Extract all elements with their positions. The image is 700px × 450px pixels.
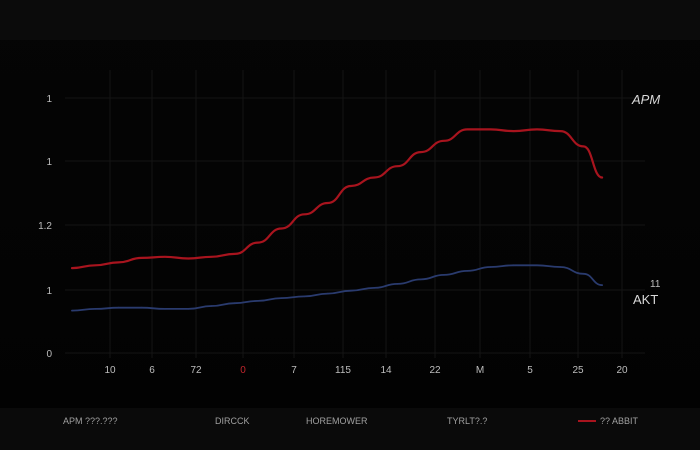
series-point-apm xyxy=(164,255,166,258)
series-point-akt xyxy=(373,287,376,289)
series-point-apm xyxy=(373,176,376,179)
series-point-akt xyxy=(512,264,515,267)
series-point-apm xyxy=(443,139,445,142)
series-point-akt xyxy=(466,270,469,272)
series-point-apm xyxy=(233,253,236,255)
series-point-akt xyxy=(140,306,143,309)
legend-entry: APM ???.??? xyxy=(63,416,118,426)
legend-band xyxy=(0,408,700,450)
legend-entry: TYRLT?.? xyxy=(447,416,487,426)
x-tick-label: 5 xyxy=(527,365,533,376)
legend-entry: ?? ABBIT xyxy=(600,416,639,426)
series-point-akt xyxy=(419,278,422,281)
series-point-akt xyxy=(210,305,213,307)
y-tick-label: 1 xyxy=(46,286,52,297)
series-point-akt xyxy=(280,297,283,299)
series-point-apm xyxy=(187,257,190,260)
series-point-apm xyxy=(350,185,352,187)
series-point-akt xyxy=(443,274,445,276)
series-point-akt xyxy=(164,308,166,310)
series-line-apm xyxy=(70,128,604,270)
series-line-akt xyxy=(71,264,603,312)
series-point-apm xyxy=(419,151,422,154)
series-point-apm xyxy=(601,176,603,179)
series-point-apm xyxy=(326,202,329,204)
series-point-akt xyxy=(601,284,603,286)
series-point-akt xyxy=(559,266,562,268)
x-tick-label: M xyxy=(476,365,484,376)
y-tick-label: 1 xyxy=(46,94,52,105)
series-point-akt xyxy=(326,292,329,295)
x-axis-ticks: 10 6 72 0 7 115 14 22 M 5 25 20 xyxy=(104,365,628,376)
series-point-apm xyxy=(71,267,73,269)
series-point-apm xyxy=(466,128,469,131)
series-point-apm xyxy=(396,165,399,168)
x-tick-label: 25 xyxy=(572,365,584,376)
series-point-akt xyxy=(303,295,306,298)
series-label-akt: AKT xyxy=(633,292,658,307)
series-point-apm xyxy=(489,128,492,131)
series-label-apm: APM xyxy=(631,92,660,107)
top-band xyxy=(0,0,700,40)
series-point-apm xyxy=(303,213,306,216)
series-point-apm xyxy=(582,145,585,148)
series-labels: APM AKT 11 xyxy=(631,92,661,307)
legend-entry: DIRCCK xyxy=(215,416,250,426)
series-point-apm xyxy=(559,130,562,133)
y-tick-label: 1 xyxy=(46,157,52,168)
series-point-apm xyxy=(257,241,259,244)
series-point-akt xyxy=(536,264,538,267)
y-tick-label: 1.2 xyxy=(38,221,52,232)
series-point-apm xyxy=(512,130,515,133)
series-point-akt xyxy=(582,272,585,275)
series-point-akt xyxy=(489,266,492,268)
series-point-akt xyxy=(257,300,259,302)
y-tick-label: 0 xyxy=(46,349,52,360)
series-point-apm xyxy=(94,264,97,267)
series-point-akt xyxy=(94,308,97,310)
x-tick-label: 115 xyxy=(335,365,351,376)
series-point-akt xyxy=(233,302,236,305)
series-point-apm xyxy=(210,255,213,258)
series-point-akt xyxy=(117,306,120,309)
series-point-apm xyxy=(117,261,120,264)
grid-layer xyxy=(65,70,645,358)
x-tick-label: 72 xyxy=(190,365,202,376)
x-tick-label: 0 xyxy=(240,365,246,376)
x-tick-label: 7 xyxy=(291,365,297,376)
legend: APM ???.??? DIRCCK HOREMOWER TYRLT?.? ?? ABB… xyxy=(63,416,639,426)
series-point-akt xyxy=(187,308,190,310)
series-point-akt xyxy=(71,309,73,312)
series-point-apm xyxy=(140,257,143,259)
x-tick-label: 10 xyxy=(104,365,116,376)
x-tick-label: 14 xyxy=(380,365,392,376)
series-point-apm xyxy=(536,128,538,131)
series-point-apm xyxy=(280,227,283,230)
legend-entry: HOREMOWER xyxy=(306,416,368,426)
y-axis-ticks: 0 1 1.2 1 1 xyxy=(38,94,52,360)
series-point-akt xyxy=(396,283,399,285)
x-tick-label: 20 xyxy=(616,365,628,376)
series-point-akt xyxy=(350,289,352,292)
x-tick-label: 22 xyxy=(429,365,441,376)
x-tick-label: 6 xyxy=(149,365,155,376)
series-end-label: 11 xyxy=(650,279,661,290)
series-layer xyxy=(70,128,604,312)
